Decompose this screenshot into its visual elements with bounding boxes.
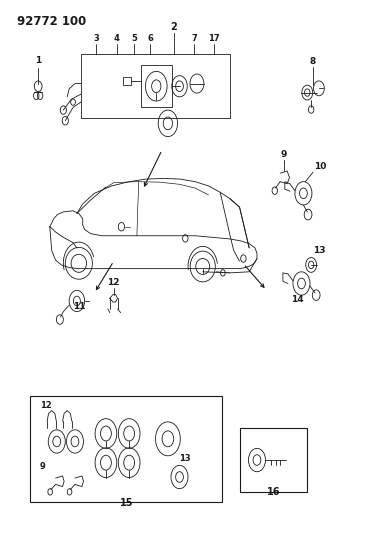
Text: 12: 12	[107, 278, 120, 287]
Text: 10: 10	[314, 162, 327, 171]
Text: 1: 1	[35, 56, 41, 65]
Text: 4: 4	[114, 34, 120, 43]
Text: 16: 16	[267, 487, 280, 497]
Text: 15: 15	[119, 498, 133, 508]
Text: 5: 5	[131, 34, 137, 43]
Text: 12: 12	[40, 401, 52, 410]
Bar	[81, 54, 230, 118]
Text: 14: 14	[291, 295, 304, 304]
Text: 2: 2	[170, 22, 177, 32]
Text: 9: 9	[281, 150, 287, 159]
Text: 92772 100: 92772 100	[17, 14, 86, 28]
Bar	[30, 397, 222, 503]
Text: 3: 3	[93, 34, 99, 43]
Text: 8: 8	[310, 57, 316, 66]
Text: 11: 11	[73, 302, 85, 311]
Text: 6: 6	[147, 34, 153, 43]
Text: 9: 9	[40, 462, 46, 471]
Bar	[123, 77, 131, 85]
Text: 13: 13	[179, 454, 191, 463]
Bar	[141, 65, 172, 108]
Text: 13: 13	[313, 246, 325, 255]
Text: 7: 7	[191, 34, 197, 43]
Bar	[239, 428, 307, 492]
Text: 17: 17	[208, 34, 220, 43]
